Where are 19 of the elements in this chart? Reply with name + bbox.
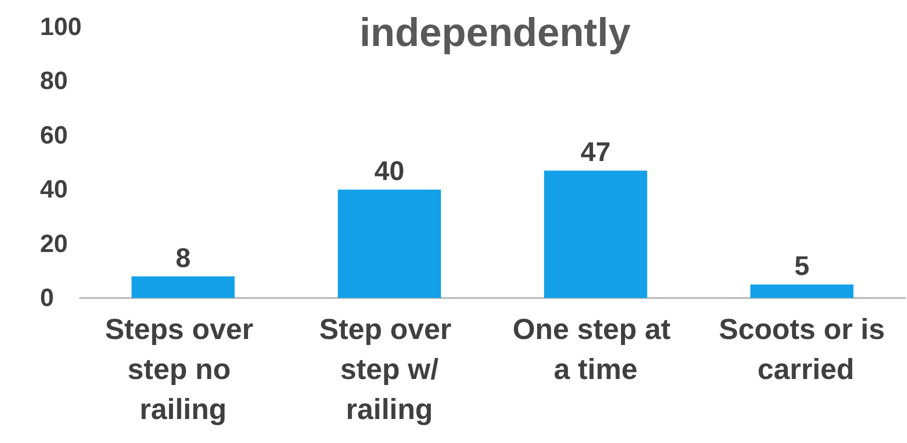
y-tick-label: 100	[40, 13, 82, 41]
bar	[544, 170, 648, 298]
x-tick-label: Steps over step no railing	[104, 314, 262, 426]
chart-title: independently	[359, 11, 632, 55]
bar	[132, 276, 235, 298]
x-tick-label: Scoots or is carried	[718, 314, 885, 386]
y-tick-label: 60	[40, 121, 68, 150]
data-label: 8	[176, 242, 191, 273]
y-tick-label: 20	[40, 230, 68, 258]
y-tick-label: 80	[40, 67, 68, 96]
data-label: 40	[374, 156, 404, 186]
bar	[338, 190, 441, 298]
bar	[750, 284, 854, 298]
data-label: 5	[794, 250, 810, 281]
data-label: 47	[580, 137, 611, 168]
y-tick-label: 0	[40, 284, 54, 312]
x-tick-label: Step over step w/railing	[319, 314, 460, 426]
y-tick-label: 40	[40, 176, 68, 204]
x-tick-label: One step at a time	[512, 314, 679, 386]
